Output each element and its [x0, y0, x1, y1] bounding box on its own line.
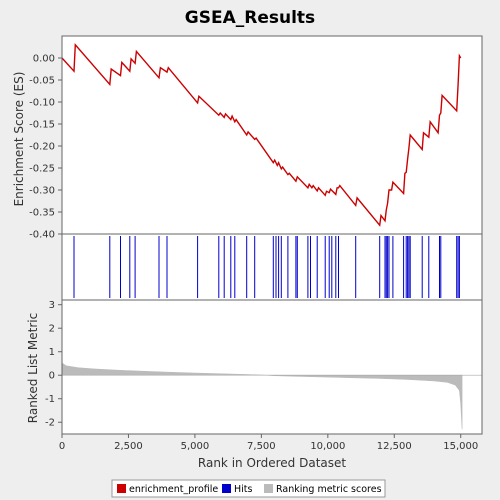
plot-frame — [61, 35, 483, 435]
x-tick-label: 0 — [59, 441, 65, 452]
x-tick-label: 15,000 — [443, 441, 478, 452]
x-tick-label: 5,000 — [181, 441, 210, 452]
es-tick-label: -0.10 — [29, 98, 55, 109]
metric-tick-label: 2 — [49, 324, 55, 335]
metric-tick-label: 1 — [49, 347, 55, 358]
legend-swatch-hits — [222, 484, 231, 493]
es-tick-label: -0.35 — [29, 208, 55, 219]
metric-plot-area — [62, 300, 482, 434]
hits-plot-area — [62, 234, 482, 300]
metric-axis: 3 2 1 0 -1 -2 — [45, 300, 62, 429]
x-axis: 0 2,500 5,000 7,500 10,000 12,500 15,000 — [59, 434, 478, 452]
legend-swatch-enrichment-profile — [117, 484, 126, 493]
legend-label-ranking-metric: Ranking metric scores — [276, 484, 382, 495]
legend: enrichment_profile Hits Ranking metric s… — [111, 479, 386, 498]
chart-title: GSEA_Results — [185, 8, 315, 28]
metric-tick-label: 3 — [49, 300, 55, 311]
es-plot-area — [62, 36, 482, 234]
x-tick-label: 12,500 — [377, 441, 412, 452]
ranking-metric-layer — [61, 362, 482, 430]
x-axis-label: Rank in Ordered Dataset — [198, 456, 346, 470]
hits-layer — [73, 236, 460, 298]
es-tick-label: -0.05 — [29, 76, 55, 87]
x-tick-label: 2,500 — [114, 441, 143, 452]
es-tick-label: -0.15 — [29, 120, 55, 131]
es-tick-label: -0.30 — [29, 186, 55, 197]
es-tick-label: -0.40 — [29, 230, 55, 241]
enrichment-profile-line — [61, 43, 462, 227]
metric-tick-label: 0 — [49, 371, 55, 382]
es-axis: 0.00 -0.05 -0.10 -0.15 -0.20 -0.25 -0.30 -0.35 -… — [29, 54, 62, 241]
enrichment-profile-layer — [61, 43, 462, 227]
legend-swatch-ranking-metric — [264, 484, 273, 493]
metric-axis-label: Ranked List Metric — [26, 313, 40, 423]
es-tick-label: -0.20 — [29, 142, 55, 153]
metric-tick-label: -2 — [45, 418, 55, 429]
legend-label-hits: Hits — [234, 484, 253, 495]
es-tick-label: -0.25 — [29, 164, 55, 175]
metric-tick-label: -1 — [45, 394, 55, 405]
es-axis-label: Enrichment Score (ES) — [12, 72, 26, 207]
x-tick-label: 7,500 — [247, 441, 276, 452]
es-tick-label: 0.00 — [33, 54, 55, 65]
legend-label-enrichment-profile: enrichment_profile — [129, 484, 218, 495]
ranking-metric-area — [61, 362, 463, 430]
legend-box — [111, 479, 386, 498]
x-tick-label: 10,000 — [310, 441, 345, 452]
